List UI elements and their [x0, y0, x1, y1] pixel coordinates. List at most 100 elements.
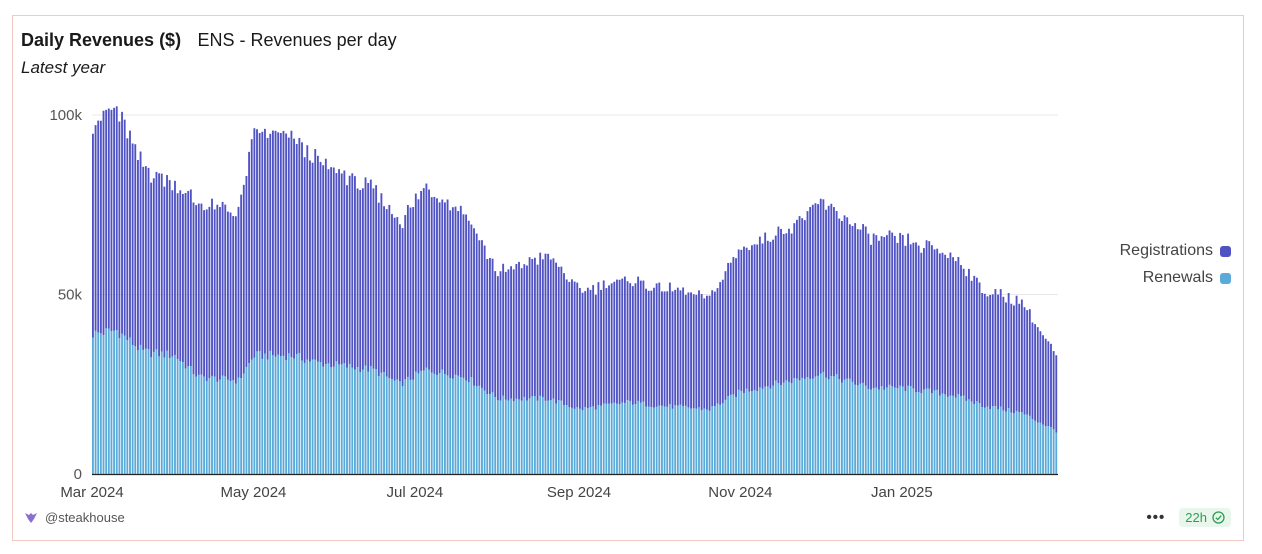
bar-registrations[interactable] — [745, 247, 748, 389]
bar-renewals[interactable] — [721, 403, 724, 474]
bar-renewals[interactable] — [359, 372, 362, 474]
bar-renewals[interactable] — [107, 328, 110, 474]
bar-registrations[interactable] — [700, 294, 703, 411]
bar-renewals[interactable] — [981, 407, 984, 474]
bar-renewals[interactable] — [1034, 420, 1037, 474]
bar-registrations[interactable] — [653, 287, 655, 408]
bar-renewals[interactable] — [687, 407, 690, 474]
bar-registrations[interactable] — [703, 298, 706, 409]
bar-registrations[interactable] — [446, 199, 449, 376]
bar-registrations[interactable] — [806, 211, 809, 378]
bar-renewals[interactable] — [994, 406, 997, 474]
bar-registrations[interactable] — [798, 216, 801, 381]
bar-registrations[interactable] — [475, 233, 478, 387]
bar-renewals[interactable] — [181, 362, 184, 474]
bar-renewals[interactable] — [536, 400, 539, 474]
bar-renewals[interactable] — [883, 389, 886, 474]
bar-registrations[interactable] — [142, 166, 145, 350]
bar-renewals[interactable] — [573, 408, 576, 474]
bar-registrations[interactable] — [481, 240, 483, 388]
bar-renewals[interactable] — [597, 405, 600, 474]
bar-registrations[interactable] — [131, 143, 134, 345]
bar-renewals[interactable] — [745, 388, 748, 474]
bar-registrations[interactable] — [758, 236, 761, 388]
bar-renewals[interactable] — [761, 388, 764, 474]
bar-registrations[interactable] — [708, 295, 711, 411]
bar-renewals[interactable] — [904, 390, 907, 474]
bar-renewals[interactable] — [533, 396, 536, 474]
bar-renewals[interactable] — [756, 390, 759, 474]
bar-registrations[interactable] — [441, 199, 444, 370]
bar-registrations[interactable] — [144, 166, 147, 349]
bar-renewals[interactable] — [168, 357, 171, 474]
bar-renewals[interactable] — [208, 378, 211, 474]
bar-renewals[interactable] — [481, 387, 483, 474]
bar-registrations[interactable] — [814, 203, 817, 377]
bar-registrations[interactable] — [451, 207, 454, 379]
bar-registrations[interactable] — [295, 144, 298, 354]
bar-registrations[interactable] — [290, 130, 293, 358]
bar-registrations[interactable] — [925, 240, 928, 389]
bar-registrations[interactable] — [377, 202, 380, 377]
bar-renewals[interactable] — [126, 340, 129, 474]
bar-registrations[interactable] — [568, 281, 571, 408]
bar-registrations[interactable] — [523, 264, 526, 397]
bar-registrations[interactable] — [732, 257, 735, 395]
bar-registrations[interactable] — [428, 189, 430, 370]
bar-registrations[interactable] — [176, 193, 179, 360]
bar-renewals[interactable] — [216, 381, 219, 474]
bar-registrations[interactable] — [618, 279, 621, 405]
bar-renewals[interactable] — [520, 400, 523, 474]
bar-renewals[interactable] — [843, 379, 846, 474]
bar-registrations[interactable] — [364, 177, 367, 366]
bar-registrations[interactable] — [375, 185, 378, 370]
bar-renewals[interactable] — [1010, 412, 1013, 474]
bar-renewals[interactable] — [475, 386, 478, 474]
bar-renewals[interactable] — [1007, 407, 1010, 474]
bar-renewals[interactable] — [923, 389, 925, 474]
bar-renewals[interactable] — [539, 395, 542, 474]
bar-registrations[interactable] — [743, 246, 745, 393]
bar-registrations[interactable] — [264, 128, 266, 354]
bar-registrations[interactable] — [187, 190, 190, 367]
bar-registrations[interactable] — [674, 289, 677, 406]
bar-renewals[interactable] — [433, 373, 436, 474]
bar-renewals[interactable] — [430, 372, 433, 474]
bar-registrations[interactable] — [687, 292, 690, 408]
bar-renewals[interactable] — [613, 402, 616, 474]
bar-renewals[interactable] — [549, 399, 552, 474]
bar-registrations[interactable] — [883, 237, 886, 390]
bar-renewals[interactable] — [399, 381, 401, 474]
bar-registrations[interactable] — [721, 279, 724, 404]
bar-registrations[interactable] — [467, 220, 470, 382]
bar-renewals[interactable] — [925, 388, 928, 474]
bar-renewals[interactable] — [250, 359, 253, 474]
bar-renewals[interactable] — [684, 405, 687, 474]
bar-registrations[interactable] — [621, 278, 624, 403]
bar-renewals[interactable] — [862, 382, 865, 474]
bar-registrations[interactable] — [306, 145, 309, 360]
bar-registrations[interactable] — [269, 133, 272, 351]
bar-registrations[interactable] — [735, 258, 737, 398]
bar-renewals[interactable] — [404, 379, 407, 474]
bar-registrations[interactable] — [793, 223, 796, 379]
bar-renewals[interactable] — [547, 400, 550, 474]
bar-registrations[interactable] — [449, 210, 452, 379]
bar-renewals[interactable] — [830, 375, 833, 474]
bar-registrations[interactable] — [436, 198, 438, 376]
bar-renewals[interactable] — [1015, 410, 1018, 474]
bar-registrations[interactable] — [351, 173, 354, 368]
bar-registrations[interactable] — [192, 202, 195, 375]
bar-renewals[interactable] — [571, 407, 573, 474]
bar-registrations[interactable] — [949, 252, 952, 396]
bar-registrations[interactable] — [716, 288, 719, 404]
bar-renewals[interactable] — [1031, 419, 1034, 474]
bar-registrations[interactable] — [848, 224, 851, 379]
bar-renewals[interactable] — [282, 355, 285, 474]
bar-renewals[interactable] — [131, 344, 134, 474]
bar-registrations[interactable] — [261, 131, 264, 359]
bar-renewals[interactable] — [552, 398, 555, 474]
bar-registrations[interactable] — [666, 291, 669, 407]
bar-renewals[interactable] — [171, 356, 174, 474]
bar-registrations[interactable] — [494, 271, 497, 398]
